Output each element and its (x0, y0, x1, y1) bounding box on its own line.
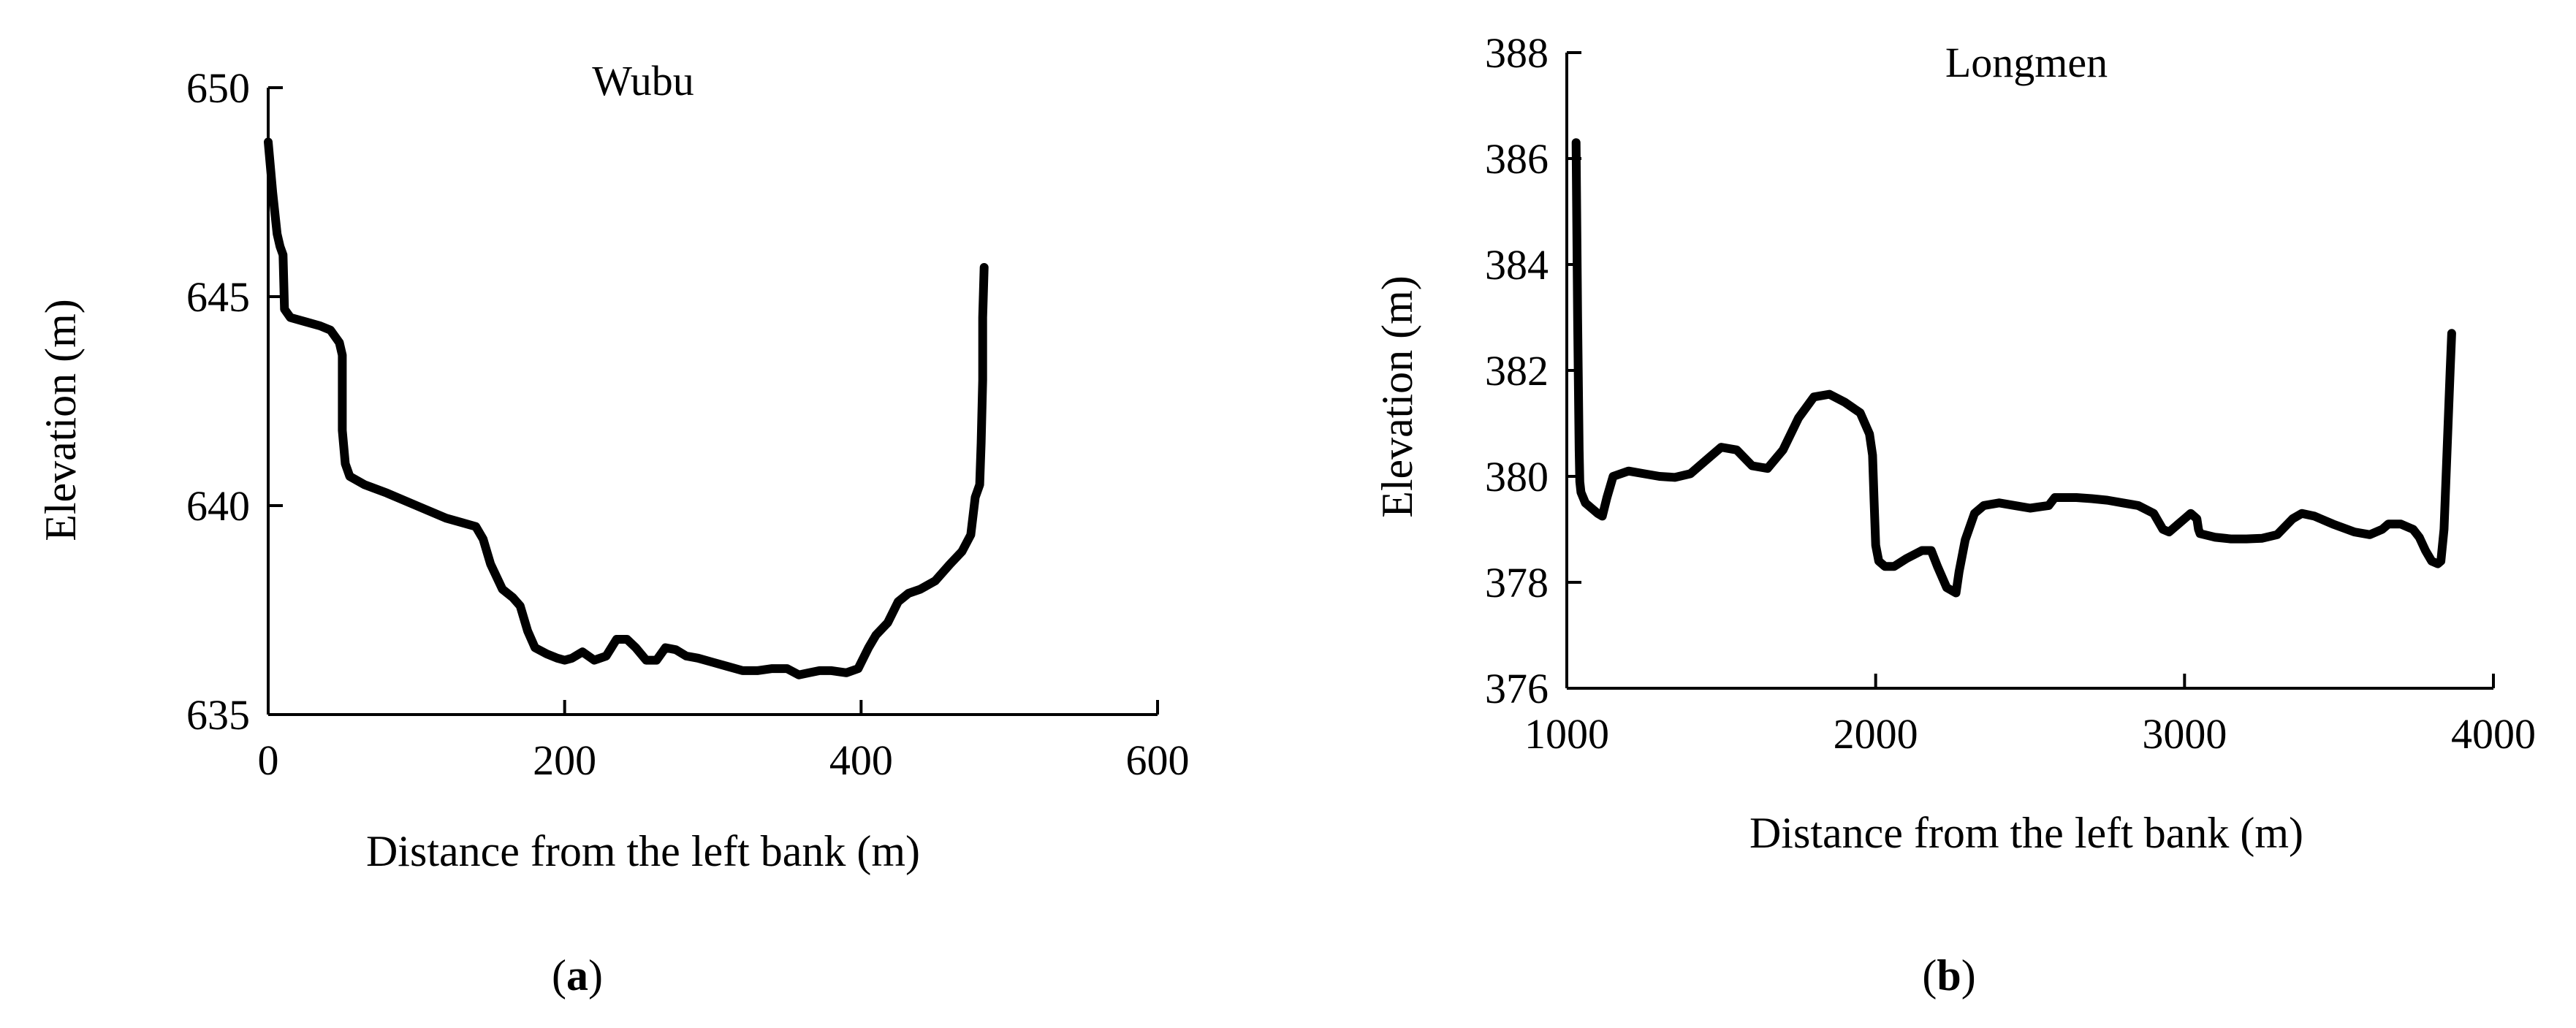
x-tick-label: 2000 (1834, 710, 1918, 758)
series-line (1571, 138, 2456, 598)
y-tick-label: 382 (1485, 347, 1549, 395)
x-tick-label: 400 (829, 736, 893, 784)
y-tick-label: 640 (186, 482, 250, 530)
chart-title: Wubu (592, 57, 694, 104)
y-tick-label: 376 (1485, 665, 1549, 712)
y-axis-label: Elevation (m) (37, 299, 85, 541)
y-tick-label: 380 (1485, 453, 1549, 500)
chart-longmen: Longmen Distance from the left bank (m) … (1373, 29, 2536, 1000)
x-axis-label: Distance from the left bank (m) (1749, 809, 2303, 857)
y-tick-label: 388 (1485, 29, 1549, 77)
panel-letter: a (566, 951, 588, 1000)
y-tick-label: 386 (1485, 135, 1549, 183)
x-axis-label: Distance from the left bank (m) (366, 827, 920, 875)
x-tick-label: 4000 (2451, 710, 2536, 758)
x-tick-label: 3000 (2142, 710, 2227, 758)
panel-letter: b (1937, 951, 1961, 1000)
y-tick-label: 635 (186, 691, 250, 739)
y-tick-label: 378 (1485, 559, 1549, 606)
y-tick-label: 645 (186, 273, 250, 321)
x-tick-label: 600 (1126, 736, 1190, 784)
y-tick-label: 384 (1485, 241, 1549, 289)
panel-label: (a) (552, 951, 603, 1000)
panel-label: (b) (1922, 951, 1975, 1000)
x-tick-label: 1000 (1524, 710, 1609, 758)
chart-title: Longmen (1945, 39, 2108, 86)
x-tick-label: 0 (258, 736, 279, 784)
y-tick-label: 650 (186, 64, 250, 112)
chart-wubu: Wubu Distance from the left bank (m) Ele… (37, 57, 1190, 1000)
series-line (264, 137, 989, 679)
y-axis-label: Elevation (m) (1373, 275, 1421, 518)
x-tick-label: 200 (533, 736, 596, 784)
